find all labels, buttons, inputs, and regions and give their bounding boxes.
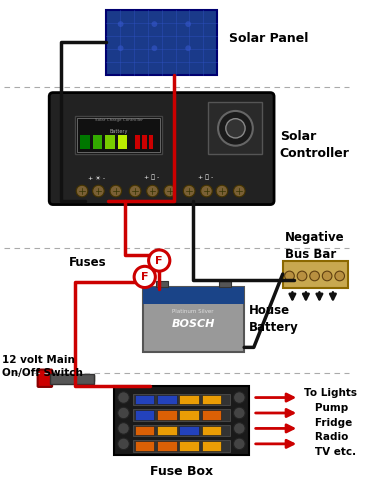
Text: F: F bbox=[141, 272, 149, 282]
Text: + ☀ -: + ☀ - bbox=[88, 176, 105, 180]
Text: BOSCH: BOSCH bbox=[171, 319, 215, 329]
Circle shape bbox=[216, 185, 228, 197]
Circle shape bbox=[234, 438, 245, 450]
Circle shape bbox=[76, 185, 88, 197]
Bar bbox=[133, 425, 230, 436]
Text: Fuses: Fuses bbox=[68, 256, 106, 269]
Circle shape bbox=[218, 111, 253, 146]
Bar bbox=[106, 10, 217, 75]
Bar bbox=[133, 394, 230, 405]
Circle shape bbox=[118, 407, 129, 419]
Bar bbox=[149, 135, 153, 149]
Circle shape bbox=[310, 271, 320, 281]
Text: Fuse Box: Fuse Box bbox=[150, 465, 213, 478]
Circle shape bbox=[118, 438, 129, 450]
Circle shape bbox=[110, 185, 122, 197]
Circle shape bbox=[285, 271, 294, 281]
Bar bbox=[77, 118, 160, 153]
Bar bbox=[135, 395, 154, 404]
Circle shape bbox=[118, 45, 123, 51]
Bar bbox=[156, 281, 168, 287]
Bar bbox=[135, 426, 154, 435]
Bar bbox=[143, 287, 244, 304]
Text: + 💡 -: + 💡 - bbox=[198, 175, 213, 180]
Circle shape bbox=[234, 407, 245, 419]
Bar bbox=[202, 441, 221, 451]
Circle shape bbox=[234, 422, 245, 434]
Bar bbox=[135, 135, 140, 149]
Circle shape bbox=[152, 45, 157, 51]
Circle shape bbox=[234, 185, 245, 197]
Circle shape bbox=[183, 185, 195, 197]
Text: To Lights
   Pump
   Fridge
   Radio
   TV etc.: To Lights Pump Fridge Radio TV etc. bbox=[304, 388, 357, 457]
Text: Negative
Bus Bar: Negative Bus Bar bbox=[285, 231, 344, 261]
Circle shape bbox=[149, 250, 170, 271]
Text: House
Battery: House Battery bbox=[249, 304, 299, 335]
Circle shape bbox=[185, 21, 191, 27]
Bar bbox=[135, 410, 154, 420]
Circle shape bbox=[118, 392, 129, 403]
Bar bbox=[157, 395, 176, 404]
Bar bbox=[133, 440, 230, 452]
Bar bbox=[75, 116, 162, 155]
Bar bbox=[143, 287, 244, 352]
Bar bbox=[80, 135, 90, 149]
Bar bbox=[114, 386, 249, 456]
Bar bbox=[50, 375, 94, 381]
Bar bbox=[179, 395, 199, 404]
Bar bbox=[202, 426, 221, 435]
Bar bbox=[157, 426, 176, 435]
Circle shape bbox=[93, 185, 104, 197]
Text: F: F bbox=[156, 255, 163, 265]
Circle shape bbox=[134, 266, 155, 288]
Bar bbox=[118, 135, 127, 149]
Bar bbox=[142, 135, 147, 149]
Circle shape bbox=[152, 21, 157, 27]
Circle shape bbox=[164, 185, 176, 197]
Circle shape bbox=[226, 119, 245, 138]
Text: Solar
Controller: Solar Controller bbox=[280, 130, 350, 160]
Circle shape bbox=[335, 271, 344, 281]
Bar bbox=[93, 135, 102, 149]
Text: + 🔋 -: + 🔋 - bbox=[144, 175, 159, 180]
Text: Solar Charge Controller: Solar Charge Controller bbox=[95, 118, 143, 121]
Bar bbox=[179, 410, 199, 420]
Circle shape bbox=[185, 45, 191, 51]
Bar bbox=[135, 441, 154, 451]
Circle shape bbox=[201, 185, 212, 197]
Bar bbox=[133, 409, 230, 420]
Circle shape bbox=[118, 21, 123, 27]
Circle shape bbox=[118, 422, 129, 434]
Text: Battery: Battery bbox=[109, 129, 128, 134]
FancyBboxPatch shape bbox=[209, 102, 262, 155]
FancyBboxPatch shape bbox=[49, 93, 274, 204]
Bar bbox=[50, 374, 94, 384]
Bar bbox=[157, 410, 176, 420]
Bar bbox=[179, 426, 199, 435]
FancyBboxPatch shape bbox=[38, 370, 52, 387]
Bar bbox=[202, 410, 221, 420]
Circle shape bbox=[297, 271, 307, 281]
Bar bbox=[105, 135, 115, 149]
Bar bbox=[219, 281, 231, 287]
Text: Solar Panel: Solar Panel bbox=[229, 32, 308, 45]
Circle shape bbox=[322, 271, 332, 281]
Circle shape bbox=[147, 185, 158, 197]
Bar bbox=[179, 441, 199, 451]
Bar bbox=[202, 395, 221, 404]
Text: 12 volt Main
On/Off Switch: 12 volt Main On/Off Switch bbox=[2, 355, 83, 378]
Bar bbox=[157, 441, 176, 451]
Circle shape bbox=[129, 185, 141, 197]
Bar bbox=[283, 261, 348, 288]
Circle shape bbox=[234, 392, 245, 403]
Text: Platinum Silver: Platinum Silver bbox=[172, 309, 214, 314]
